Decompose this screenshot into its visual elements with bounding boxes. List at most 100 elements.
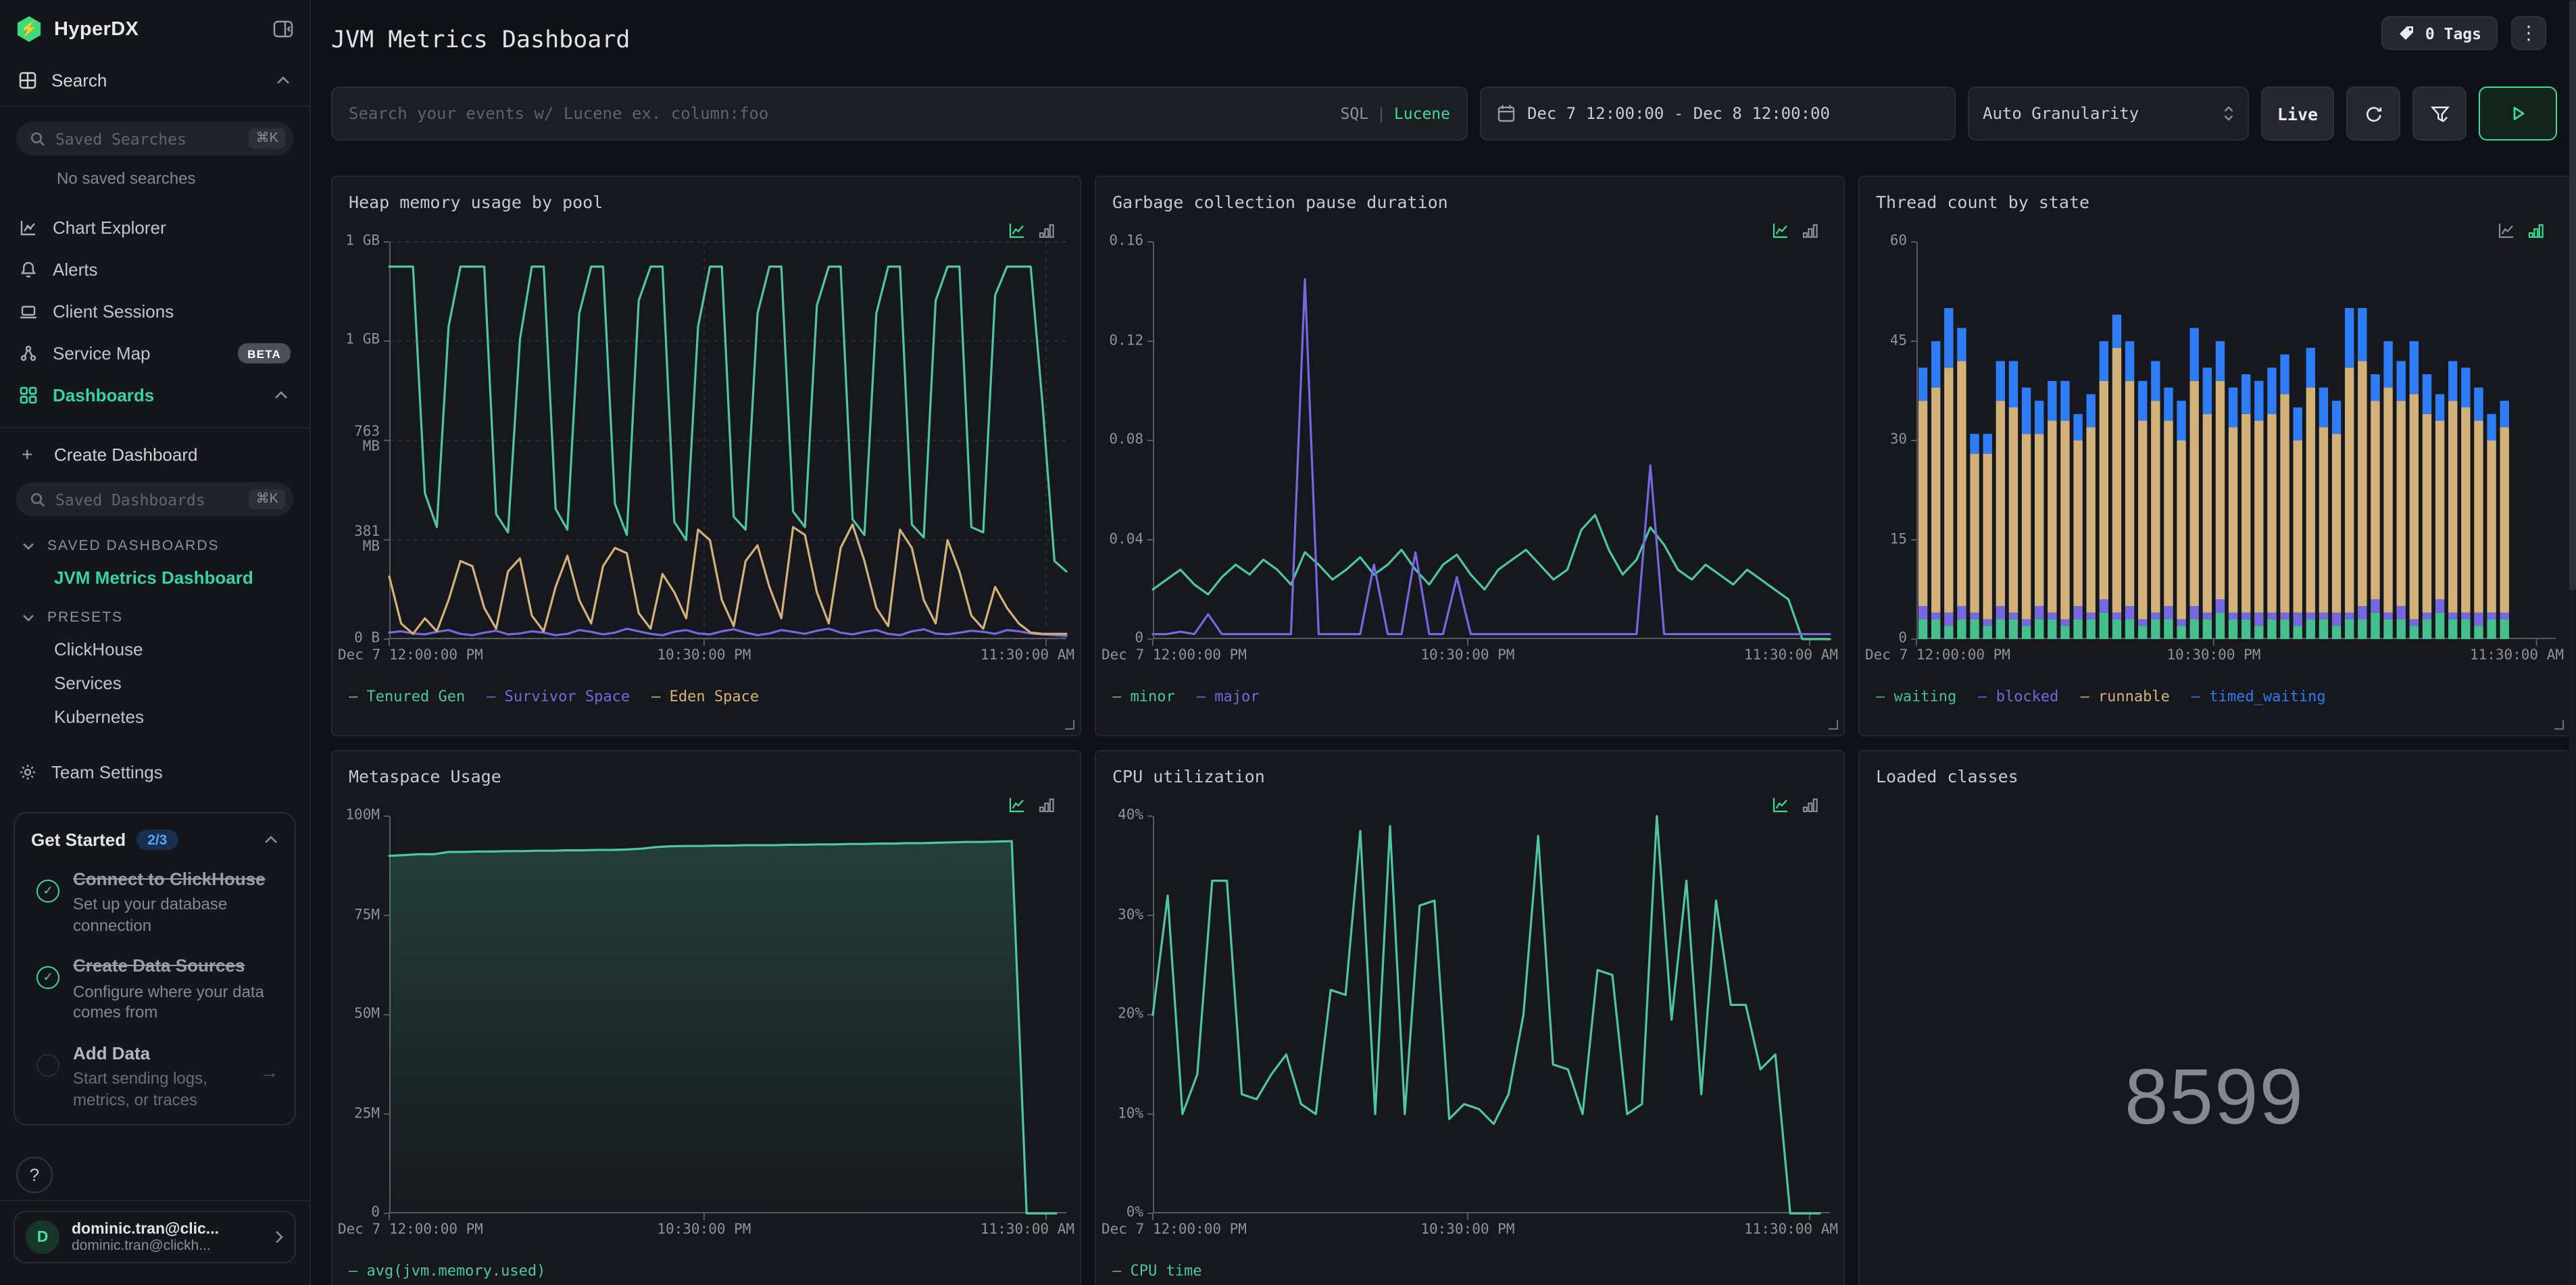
- chart-plot: 40% 30% 20% 10% 0%: [1118, 807, 1830, 1220]
- x-axis: Dec 7 12:00:00 PM 10:30:00 PM 11:30:00 AM: [338, 1221, 1074, 1238]
- kebab-menu-button[interactable]: ⋮: [2511, 16, 2546, 50]
- sidebar-item-chart-explorer[interactable]: Chart Explorer: [0, 207, 309, 249]
- saved-dashboards-input[interactable]: Saved Dashboards ⌘K: [16, 482, 293, 516]
- sidebar-item-alerts[interactable]: Alerts: [0, 249, 309, 291]
- chart-plot: 100M 75M 50M 25M 0: [345, 807, 1066, 1220]
- panel-gc-pause[interactable]: Garbage collection pause duration 0.16 0.…: [1095, 176, 1845, 736]
- panel-heap-memory[interactable]: Heap memory usage by pool 1 GB 1 GB 763 MB…: [331, 176, 1081, 736]
- resize-handle-icon[interactable]: [1829, 720, 1838, 730]
- calendar-icon: [1497, 105, 1515, 122]
- x-axis: Dec 7 12:00:00 PM 10:30:00 PM 11:30:00 AM: [1101, 647, 1838, 663]
- line-chart-icon[interactable]: [1772, 796, 1789, 813]
- resize-handle-icon[interactable]: [1065, 720, 1074, 730]
- search-icon: [30, 492, 45, 507]
- bar-chart-icon[interactable]: [1802, 222, 1819, 239]
- saved-dashboards-group-header[interactable]: SAVED DASHBOARDS: [22, 538, 291, 554]
- x-axis: Dec 7 12:00:00 PM 10:30:00 PM 11:30:00 AM: [1101, 1221, 1838, 1238]
- select-chevrons-icon: [2224, 106, 2233, 121]
- table-icon: [19, 72, 36, 89]
- panel-metaspace[interactable]: Metaspace Usage 100M 75M 50M 25M 0 Dec 7 12:…: [331, 750, 1081, 1285]
- dashboard-grid: Heap memory usage by pool 1 GB 1 GB 763 MB…: [331, 176, 2571, 1285]
- tags-button[interactable]: 0 Tags: [2381, 16, 2498, 50]
- help-button[interactable]: ?: [16, 1157, 53, 1193]
- sidebar-nav: Chart Explorer Alerts Client Sessions: [0, 207, 309, 416]
- gear-icon: [20, 765, 35, 780]
- laptop-icon: [19, 303, 38, 320]
- live-button[interactable]: Live: [2261, 86, 2334, 141]
- sidebar-item-service-map[interactable]: Service Map BETA: [0, 332, 309, 374]
- query-language-toggle[interactable]: SQL | Lucene: [1340, 104, 1450, 123]
- empty-circle-icon: [36, 1053, 59, 1077]
- sidebar-item-jvm-metrics-dashboard[interactable]: JVM Metrics Dashboard: [54, 568, 253, 588]
- time-range-picker[interactable]: Dec 7 12:00:00 - Dec 8 12:00:00: [1480, 86, 1956, 141]
- create-dashboard-button[interactable]: + Create Dashboard: [22, 443, 198, 465]
- granularity-value: Auto Granularity: [1983, 104, 2139, 123]
- panel-title: Heap memory usage by pool: [349, 192, 603, 212]
- run-query-button[interactable]: [2479, 86, 2557, 141]
- page-title: JVM Metrics Dashboard: [331, 27, 630, 54]
- line-chart-icon[interactable]: [1772, 222, 1789, 239]
- refresh-icon: [2365, 106, 2381, 122]
- user-section: D dominic.tran@clic... dominic.tran@clic…: [0, 1200, 309, 1263]
- saved-searches-placeholder: Saved Searches: [55, 129, 187, 148]
- sidebar-collapse-icon[interactable]: [273, 20, 293, 38]
- tag-icon: [2400, 26, 2414, 40]
- events-search-input[interactable]: Search your events w/ Lucene ex. column:…: [331, 86, 1468, 141]
- x-axis: Dec 7 12:00:00 PM 10:30:00 PM 11:30:00 AM: [338, 647, 1074, 663]
- panel-loaded-classes[interactable]: Loaded classes 8599: [1858, 750, 2571, 1285]
- events-search-placeholder: Search your events w/ Lucene ex. column:…: [349, 104, 769, 123]
- kebab-icon: ⋮: [2519, 22, 2538, 43]
- panel-cpu[interactable]: CPU utilization 40% 30% 20% 10% 0% Dec 7 12:…: [1095, 750, 1845, 1285]
- resize-handle-icon[interactable]: [2554, 720, 2564, 730]
- divider: [0, 427, 309, 428]
- sidebar: ⚡ HyperDX Search Saved Searches: [0, 0, 311, 1285]
- bar-chart-icon[interactable]: [1038, 222, 1056, 239]
- check-circle-icon: ✓: [36, 966, 59, 990]
- panel-title: CPU utilization: [1112, 766, 1265, 786]
- sidebar-item-services[interactable]: Services: [54, 673, 122, 693]
- chevron-down-icon: [23, 543, 34, 549]
- sidebar-item-search[interactable]: Search: [0, 55, 309, 107]
- user-menu[interactable]: D dominic.tran@clic... dominic.tran@clic…: [14, 1211, 296, 1263]
- saved-searches-shortcut: ⌘K: [249, 128, 285, 149]
- sidebar-item-dashboards[interactable]: Dashboards: [0, 374, 309, 416]
- line-chart-icon[interactable]: [2498, 222, 2515, 239]
- refresh-button[interactable]: [2346, 86, 2400, 141]
- task-connect-clickhouse[interactable]: ✓ Connect to ClickHouse Set up your data…: [31, 869, 278, 937]
- panel-thread-count[interactable]: Thread count by state 60 45 30 15 0 Dec 7 12…: [1858, 176, 2571, 736]
- bar-chart-icon[interactable]: [1038, 796, 1056, 813]
- line-chart-icon[interactable]: [1008, 222, 1026, 239]
- sidebar-item-clickhouse[interactable]: ClickHouse: [54, 639, 143, 659]
- dashboards-icon: [19, 386, 38, 404]
- bar-chart-icon[interactable]: [1802, 796, 1819, 813]
- saved-dashboards-shortcut: ⌘K: [249, 489, 285, 509]
- filter-icon: [2429, 105, 2450, 122]
- scrollbar[interactable]: [2569, 0, 2576, 1285]
- scrollbar-thumb[interactable]: [2569, 0, 2576, 591]
- granularity-select[interactable]: Auto Granularity: [1968, 86, 2249, 141]
- user-email: dominic.tran@clickh...: [72, 1237, 211, 1253]
- filter-button[interactable]: [2412, 86, 2467, 141]
- task-create-data-sources[interactable]: ✓ Create Data Sources Configure where yo…: [31, 956, 278, 1024]
- user-name: dominic.tran@clic...: [72, 1221, 219, 1237]
- sidebar-item-client-sessions[interactable]: Client Sessions: [0, 291, 309, 332]
- chart-legend: — minor — major: [1112, 688, 1260, 705]
- search-icon: [30, 131, 45, 146]
- bar-chart-icon[interactable]: [2527, 222, 2545, 239]
- presets-group-header[interactable]: PRESETS: [22, 609, 291, 626]
- x-axis: Dec 7 12:00:00 PM 10:30:00 PM 11:30:00 AM: [1865, 647, 2564, 663]
- line-chart-icon[interactable]: [1008, 796, 1026, 813]
- sidebar-item-kubernetes[interactable]: Kubernetes: [54, 707, 144, 727]
- panel-title: Loaded classes: [1876, 766, 2018, 786]
- bell-icon: [19, 261, 38, 278]
- task-add-data[interactable]: Add Data Start sending logs, metrics, or…: [31, 1043, 278, 1111]
- toolbar: Search your events w/ Lucene ex. column:…: [331, 86, 2557, 141]
- chevron-up-icon: [277, 76, 289, 84]
- chart-legend: — CPU time: [1112, 1262, 1202, 1280]
- saved-searches-input[interactable]: Saved Searches ⌘K: [16, 122, 293, 155]
- get-started-card: Get Started 2/3 ✓ Connect to ClickHouse …: [14, 812, 296, 1126]
- sidebar-item-team-settings[interactable]: Team Settings: [0, 762, 309, 782]
- avatar: D: [26, 1220, 59, 1254]
- hyperdx-logo-icon: ⚡: [17, 16, 41, 42]
